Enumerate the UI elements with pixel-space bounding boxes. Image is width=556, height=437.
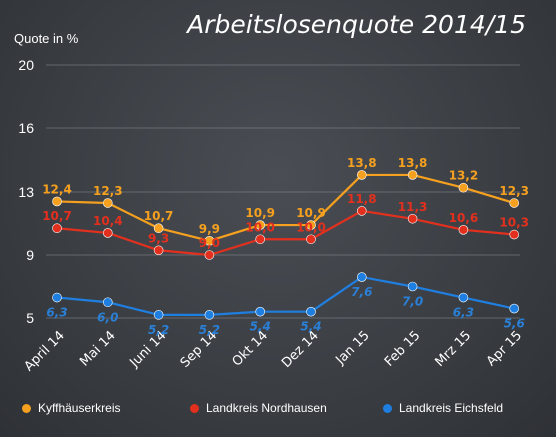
y-tick-label: 9 [26, 247, 34, 263]
legend-label: Kyffhäuserkreis [38, 401, 121, 415]
data-label: 11,3 [398, 200, 428, 214]
data-point [255, 306, 266, 317]
data-point [407, 213, 418, 224]
data-label: 10,7 [144, 209, 174, 223]
chart-title: Arbeitslosenquote 2014/15 [187, 10, 526, 39]
data-point [255, 220, 266, 230]
data-point [52, 292, 62, 303]
data-point [407, 170, 418, 180]
data-label: 10,6 [449, 211, 479, 225]
data-point [306, 306, 316, 317]
data-point [52, 223, 62, 234]
data-point [52, 196, 62, 207]
legend-item-landkreis-nordhausen: Landkreis Nordhausen [190, 401, 327, 415]
data-point [204, 236, 215, 246]
legend-item-kyffhaeuserkreis: Kyffhäuserkreis [22, 401, 120, 415]
data-label: 6,3 [46, 306, 67, 320]
data-label: 6,3 [453, 306, 474, 320]
data-label: 13,8 [398, 156, 428, 170]
series-line [56, 209, 515, 257]
y-tick-label: 20 [18, 57, 34, 73]
data-label: 5,2 [199, 323, 220, 337]
data-label: 12,3 [93, 184, 123, 198]
data-label: 12,3 [499, 184, 529, 198]
x-tick-label: April 14 [22, 328, 68, 374]
data-point [356, 272, 367, 282]
x-tick-label: Apr 15 [484, 328, 525, 369]
data-point [356, 170, 367, 180]
data-point [153, 223, 164, 234]
data-point [153, 245, 164, 256]
data-label: 5,4 [300, 320, 321, 334]
y-tick-label: 5 [26, 310, 34, 326]
legend-marker [22, 404, 31, 413]
data-point [509, 198, 520, 208]
data-point [103, 297, 113, 308]
data-point [153, 310, 164, 320]
data-label: 5,6 [504, 317, 525, 331]
legend-marker [383, 404, 392, 413]
y-axis-label: Quote in % [14, 31, 79, 46]
data-label: 10,7 [42, 209, 72, 223]
data-label: 10,3 [499, 216, 529, 230]
data-label: 9,9 [199, 222, 220, 236]
data-point [204, 250, 215, 260]
x-tick-label: Jan 15 [333, 328, 373, 368]
data-label: 10,0 [245, 220, 275, 234]
legend-label: Landkreis Eichsfeld [399, 401, 504, 415]
y-tick-label: 13 [18, 184, 34, 200]
data-label: 11,8 [347, 192, 377, 206]
x-tick-label: Feb 15 [382, 328, 424, 370]
data-label: 5,2 [148, 323, 169, 337]
legend-label: Landkreis Nordhausen [206, 401, 327, 415]
y-tick-label: 16 [18, 120, 34, 136]
data-point [458, 292, 469, 303]
data-label: 6,0 [97, 310, 118, 324]
data-label: 13,2 [449, 169, 479, 183]
data-label: 12,4 [42, 182, 72, 196]
data-label: 9,3 [148, 231, 169, 245]
data-point [356, 206, 367, 216]
x-tick-label: Mrz 15 [432, 328, 474, 370]
legend: Kyffhäuserkreis Landkreis Nordhausen Lan… [0, 399, 556, 421]
data-point [509, 303, 520, 314]
data-label: 7,0 [402, 295, 423, 309]
data-point [204, 310, 215, 320]
data-label: 10,9 [245, 206, 275, 220]
series-line [56, 173, 515, 242]
legend-item-landkreis-eichsfeld: Landkreis Eichsfeld [383, 401, 503, 415]
data-point [509, 229, 520, 240]
x-tick-label: Mai 14 [77, 328, 118, 369]
data-label: 5,4 [250, 320, 271, 334]
data-point [407, 281, 418, 292]
data-label: 13,8 [347, 156, 377, 170]
data-point [103, 228, 113, 238]
data-label: 10,0 [296, 220, 326, 234]
data-label: 9,0 [199, 236, 220, 250]
data-point [255, 234, 266, 245]
series-line [56, 275, 515, 316]
x-tick-label: Dez 14 [279, 328, 322, 371]
data-point [458, 225, 469, 235]
data-point [306, 220, 316, 230]
data-label: 10,9 [296, 206, 326, 220]
data-label: 10,4 [93, 214, 123, 228]
data-label: 7,6 [351, 285, 372, 299]
data-point [458, 182, 469, 193]
data-point [306, 234, 316, 245]
data-point [103, 198, 113, 208]
x-tick-label: Okt 14 [230, 328, 271, 369]
legend-marker [190, 404, 199, 413]
